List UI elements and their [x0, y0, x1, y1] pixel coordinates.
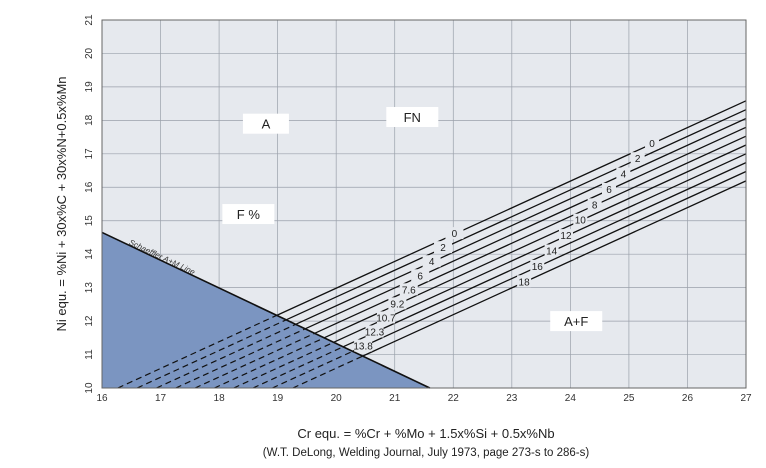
y-tick-label: 11 — [84, 349, 95, 360]
fp-label-bg — [354, 339, 373, 352]
fn-label-bg — [645, 136, 660, 149]
schaeffler-line — [101, 231, 431, 389]
source-citation: (W.T. DeLong, Welding Journal, July 1973… — [263, 447, 590, 459]
y-tick-label: 12 — [84, 315, 95, 327]
fn-line — [314, 135, 746, 334]
fn-line-dashed — [117, 314, 277, 388]
fn-line — [333, 153, 746, 343]
fn-label: 8 — [592, 200, 598, 211]
fn-line — [352, 170, 746, 352]
fn-line-dashed — [175, 328, 306, 388]
fp-label-bg — [445, 227, 464, 240]
region-label-box — [550, 311, 603, 332]
fn-line — [276, 100, 746, 316]
fn-label-bg — [530, 259, 545, 272]
fn-label-bg — [517, 275, 532, 288]
fn-line-dashed — [214, 337, 325, 388]
fn-label: 12 — [560, 231, 572, 242]
y-tick-label: 20 — [84, 47, 95, 59]
fn-line-dashed — [233, 341, 334, 388]
x-tick-label: 20 — [331, 393, 343, 404]
fp-label: 2 — [440, 243, 446, 254]
fp-label: 6 — [417, 271, 423, 282]
region-label: A — [262, 117, 271, 132]
x-tick-label: 21 — [389, 393, 401, 404]
region-label-box — [222, 204, 275, 225]
fp-label-bg — [422, 255, 441, 268]
x-tick-labels: 16 17 18 19 20 21 22 23 24 25 26 27 — [96, 393, 752, 404]
y-tick-label: 21 — [84, 14, 95, 26]
fn-label-bg — [544, 244, 559, 257]
y-tick-label: 17 — [84, 148, 95, 160]
x-tick-label: 18 — [214, 393, 226, 404]
fn-label: 16 — [532, 262, 544, 273]
y-tick-label: 15 — [84, 215, 95, 227]
fn-label: 14 — [546, 247, 558, 258]
fn-line-dashed — [272, 350, 353, 388]
fn-label: 6 — [606, 185, 612, 196]
fn-line — [362, 180, 746, 357]
fp-label-bg — [376, 311, 395, 324]
fp-label: 4 — [429, 257, 435, 268]
fp-label: 10.7 — [376, 313, 396, 324]
x-tick-label: 27 — [740, 393, 752, 404]
fn-label: 18 — [519, 277, 531, 288]
fp-label: 13.8 — [353, 342, 373, 353]
y-tick-label: 14 — [84, 248, 95, 260]
fn-line — [304, 126, 746, 330]
y-tick-label: 16 — [84, 181, 95, 193]
fn-line-dashed — [156, 323, 296, 388]
fn-label-bg — [573, 213, 588, 226]
fn-label: 10 — [575, 216, 587, 227]
fp-label-bg — [388, 297, 407, 310]
x-tick-label: 26 — [682, 393, 694, 404]
fn-label-bg — [630, 152, 645, 165]
fn-line — [295, 117, 746, 325]
y-tick-label: 19 — [84, 81, 95, 93]
x-axis-label: Cr equ. = %Cr + %Mo + 1.5x%Si + 0.5x%Nb — [297, 426, 554, 441]
fp-label-bg — [411, 269, 430, 282]
region-label: F % — [237, 207, 261, 222]
x-tick-label: 19 — [272, 393, 284, 404]
x-tick-label: 17 — [155, 393, 167, 404]
region-label: FN — [404, 110, 421, 125]
y-tick-label: 10 — [84, 382, 95, 394]
fn-label: 4 — [621, 170, 627, 181]
fn-label-bg — [558, 229, 573, 242]
fp-label: 12.3 — [365, 327, 385, 338]
region-labels: A FN F % A+F — [222, 107, 603, 332]
fn-label: 2 — [635, 154, 641, 165]
region-label-box — [386, 107, 439, 128]
fn-label-bg — [602, 182, 617, 195]
fn-line — [285, 109, 746, 321]
fn-line — [342, 162, 746, 348]
fp-label: 9.2 — [390, 299, 404, 310]
y-tick-labels: 10 11 12 13 14 15 16 17 18 19 20 21 — [84, 14, 95, 394]
fp-label-bg — [399, 283, 418, 296]
fn-label: 0 — [649, 139, 655, 150]
fp-label: 0 — [452, 229, 458, 240]
fn-line-dashed — [194, 332, 315, 388]
fp-label: 7.6 — [402, 285, 416, 296]
plot-frame — [101, 19, 747, 389]
x-tick-label: 24 — [565, 393, 577, 404]
y-tick-label: 18 — [84, 114, 95, 126]
y-axis-label: Ni equ. = %Ni + 30x%C + 30x%N+0.5x%Mn — [54, 76, 69, 331]
fn-line-dashed — [136, 319, 287, 388]
fp-label-bg — [365, 325, 384, 338]
fn-label-bg — [616, 167, 631, 180]
x-tick-label: 22 — [448, 393, 460, 404]
region-label: A+F — [564, 314, 588, 329]
fp-label-bg — [434, 241, 453, 254]
fn-label-bg — [587, 198, 602, 211]
fn-line-dashed — [292, 355, 363, 388]
fn-line-dashed — [252, 346, 344, 388]
region-label-box — [242, 113, 289, 134]
x-tick-label: 23 — [506, 393, 518, 404]
x-tick-label: 16 — [96, 393, 108, 404]
y-tick-label: 13 — [84, 282, 95, 294]
x-tick-label: 25 — [623, 393, 635, 404]
